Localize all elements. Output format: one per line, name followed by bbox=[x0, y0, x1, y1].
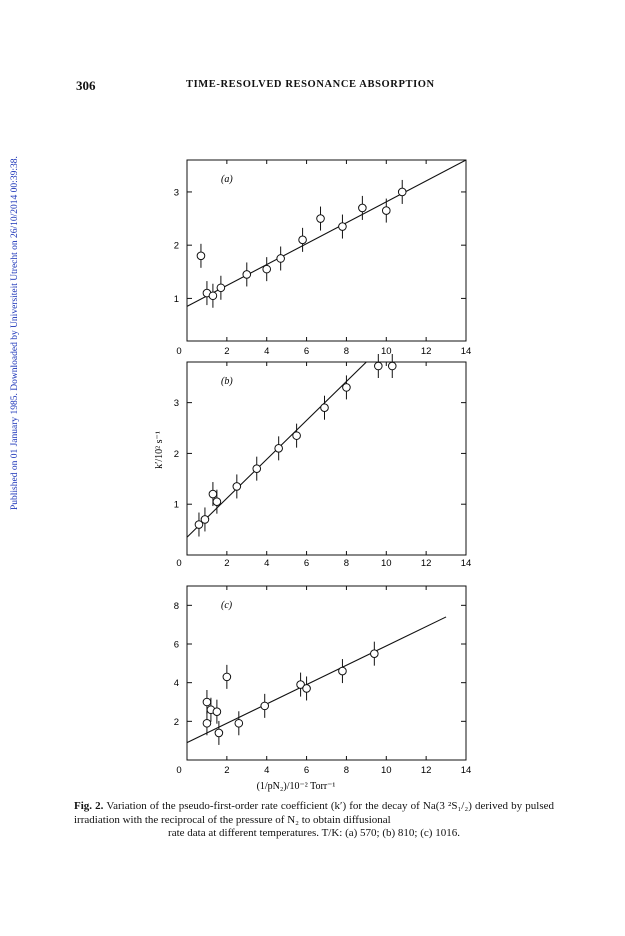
panel-frame bbox=[186, 361, 467, 556]
panel-3: 0 2 4 6 8 10 12 14 2 4 6 8 (c) bbox=[174, 585, 472, 776]
x-tick-label: 2 bbox=[224, 346, 229, 357]
x-tick-label: 14 bbox=[461, 765, 472, 776]
data-point bbox=[214, 728, 224, 738]
panel-label: (a) bbox=[221, 174, 233, 185]
data-point bbox=[320, 403, 329, 413]
x-tick-label: 4 bbox=[264, 346, 269, 357]
data-point bbox=[302, 684, 311, 693]
data-point bbox=[387, 361, 397, 371]
data-point bbox=[200, 515, 210, 524]
x-tick-label: 2 bbox=[224, 765, 229, 776]
x-tick-label: 12 bbox=[421, 558, 432, 569]
data-point bbox=[338, 666, 347, 676]
caption-text: Variation of the pseudo-first-order rate… bbox=[74, 800, 554, 826]
page-number: 306 bbox=[76, 78, 96, 93]
x-tick-label: 8 bbox=[344, 346, 349, 357]
x-tick-label: 6 bbox=[304, 346, 309, 357]
data-point bbox=[397, 187, 407, 197]
x-tick-label: 12 bbox=[421, 765, 432, 776]
data-point bbox=[216, 283, 226, 293]
data-point bbox=[381, 206, 391, 215]
y-axis-label: k′/10² s⁻¹ bbox=[154, 431, 165, 469]
x-tick-label: 2 bbox=[224, 558, 229, 569]
data-point bbox=[262, 264, 272, 274]
y-tick-label: 2 bbox=[174, 717, 179, 728]
panel-label: (b) bbox=[221, 376, 233, 387]
x-tick-label: 14 bbox=[461, 346, 472, 357]
x-axis-label: (1/pN₂)/10⁻² Torr⁻¹ bbox=[257, 781, 336, 792]
x-tick-label: 0 bbox=[176, 765, 181, 776]
data-point bbox=[338, 222, 347, 231]
data-point bbox=[208, 489, 218, 499]
data-point bbox=[194, 520, 204, 529]
data-point bbox=[212, 497, 222, 506]
figure-caption: Fig. 2. Variation of the pseudo-first-or… bbox=[74, 800, 554, 841]
y-tick-label: 4 bbox=[174, 678, 179, 689]
caption-label: Fig. 2. bbox=[74, 800, 104, 812]
x-tick-label: 0 bbox=[176, 346, 181, 357]
data-point bbox=[260, 701, 270, 711]
fit-line bbox=[187, 160, 466, 307]
data-point bbox=[298, 235, 307, 245]
data-point bbox=[232, 482, 242, 491]
y-tick-label: 3 bbox=[174, 398, 179, 409]
x-tick-label: 6 bbox=[304, 765, 309, 776]
data-point bbox=[276, 254, 285, 263]
data-point bbox=[212, 707, 222, 716]
y-tick-label: 2 bbox=[174, 241, 179, 252]
y-tick-label: 6 bbox=[174, 640, 179, 651]
caption-text-last: rate data at different temperatures. T/K… bbox=[168, 827, 460, 839]
x-tick-label: 0 bbox=[176, 558, 181, 569]
data-point bbox=[196, 251, 206, 261]
y-tick-label: 2 bbox=[174, 449, 179, 460]
data-point bbox=[208, 291, 218, 301]
data-point bbox=[292, 431, 301, 440]
x-tick-label: 10 bbox=[381, 558, 392, 569]
x-tick-label: 10 bbox=[381, 346, 392, 357]
x-tick-label: 14 bbox=[461, 558, 472, 569]
y-tick-label: 1 bbox=[174, 500, 179, 511]
x-tick-label: 12 bbox=[421, 346, 432, 357]
panel-frame bbox=[186, 159, 467, 342]
x-tick-label: 10 bbox=[381, 765, 392, 776]
x-tick-label: 6 bbox=[304, 558, 309, 569]
y-tick-label: 1 bbox=[174, 294, 179, 305]
data-point bbox=[342, 383, 351, 392]
x-tick-label: 4 bbox=[264, 765, 269, 776]
data-point bbox=[358, 203, 367, 213]
fit-line bbox=[187, 616, 447, 744]
x-tick-label: 8 bbox=[344, 558, 349, 569]
data-point bbox=[374, 361, 383, 371]
data-point bbox=[234, 718, 244, 728]
data-point bbox=[316, 214, 325, 223]
data-point bbox=[370, 649, 379, 658]
x-tick-label: 8 bbox=[344, 765, 349, 776]
y-tick-label: 8 bbox=[174, 601, 179, 612]
panel-frame bbox=[186, 585, 467, 761]
data-point bbox=[222, 672, 232, 682]
data-point bbox=[296, 680, 305, 689]
data-point bbox=[252, 464, 262, 473]
data-point bbox=[202, 697, 212, 707]
data-point bbox=[202, 718, 212, 728]
panel-label: (c) bbox=[221, 600, 233, 611]
x-tick-label: 4 bbox=[264, 558, 269, 569]
data-point bbox=[242, 270, 252, 279]
y-tick-label: 3 bbox=[174, 187, 179, 198]
running-head: TIME-RESOLVED RESONANCE ABSORPTION bbox=[186, 79, 435, 90]
data-point bbox=[274, 444, 283, 453]
